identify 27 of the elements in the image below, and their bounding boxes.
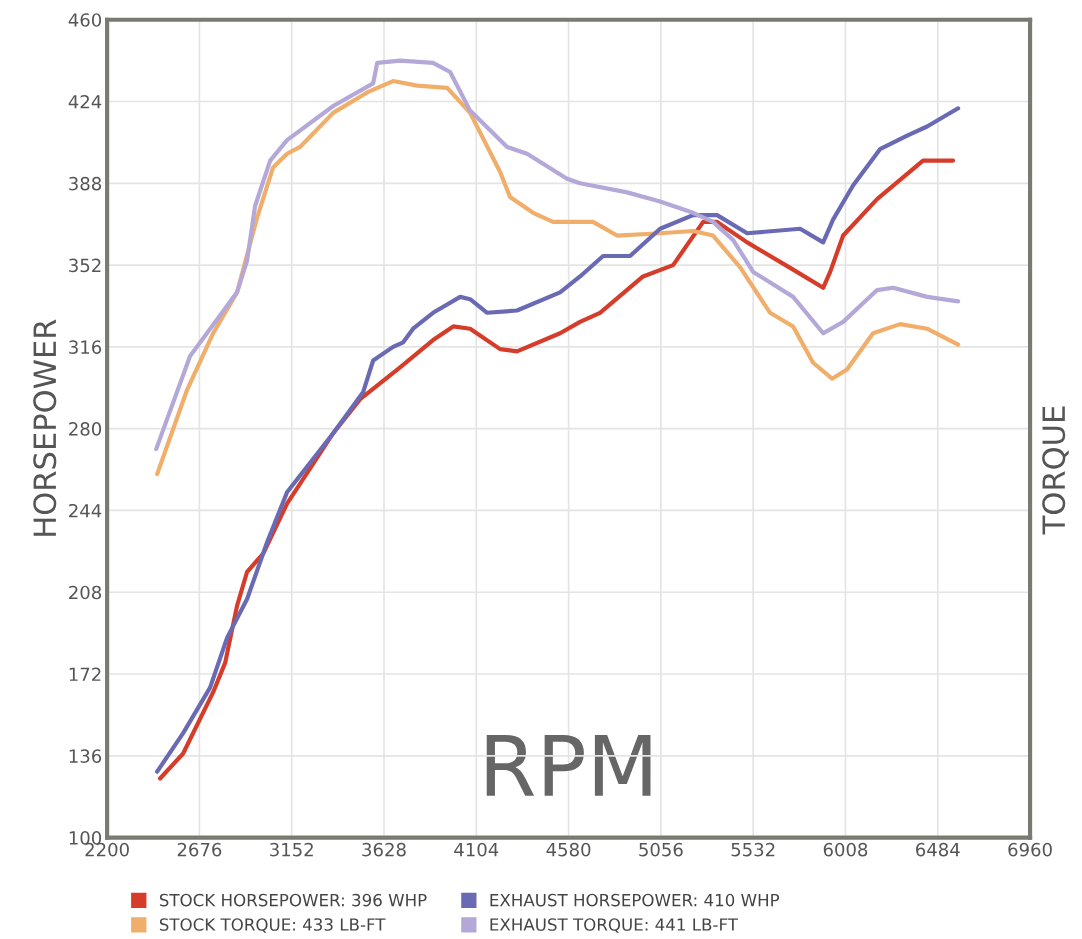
y-tick-label: 208 (69, 585, 102, 600)
y2-axis-title: TORQUE (1042, 406, 1069, 535)
x-tick-label: 6008 (823, 842, 868, 857)
x-tick-label: 4580 (546, 842, 591, 857)
x-tick-label: 4104 (454, 842, 499, 857)
y-tick-label: 244 (69, 503, 102, 518)
x-tick-label: 6484 (916, 842, 960, 857)
y-tick-label: 388 (69, 176, 102, 191)
x-tick-label: 5056 (639, 842, 683, 857)
legend-label: STOCK TORQUE: 433 LB-FT (159, 918, 386, 933)
x-tick-label: 3628 (362, 842, 406, 857)
x-tick-label: 3152 (270, 842, 313, 857)
y-tick-label: 172 (69, 667, 101, 681)
legend-label: STOCK HORSEPOWER: 396 WHP (159, 893, 427, 907)
y-tick-label: 424 (68, 94, 102, 109)
y-tick-label: 136 (69, 749, 102, 763)
x-tick-label: 5532 (731, 842, 775, 857)
y-tick-label: 352 (69, 258, 101, 273)
y-axis-title: HORSEPOWER (33, 319, 57, 536)
y-tick-label: 460 (68, 13, 102, 27)
legend-label: EXHAUST HORSEPOWER: 410 WHP (490, 893, 780, 907)
y-tick-label: 280 (69, 422, 102, 436)
x-tick-label: 6960 (1008, 842, 1052, 857)
x-axis-title: RPM (486, 734, 651, 796)
y-tick-label: 316 (69, 340, 102, 354)
legend-label: EXHAUST TORQUE: 441 LB-FT (490, 918, 739, 933)
x-tick-label: 2676 (177, 842, 222, 857)
